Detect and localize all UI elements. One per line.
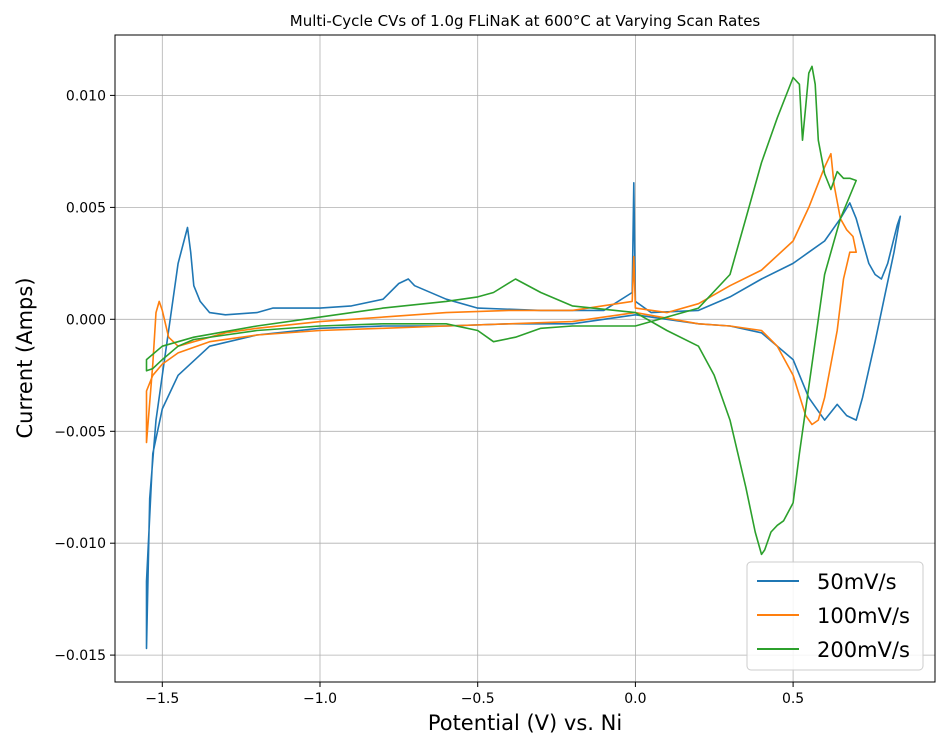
- y-tick-label: 0.010: [66, 88, 106, 104]
- chart-title: Multi-Cycle CVs of 1.0g FLiNaK at 600°C …: [290, 12, 761, 30]
- x-tick-label: 0.0: [624, 691, 646, 707]
- x-tick-label: −1.0: [303, 691, 337, 707]
- series-line-200mv-s: [145, 65, 858, 556]
- legend-label: 100mV/s: [817, 604, 910, 628]
- y-tick-label: 0.005: [66, 200, 106, 216]
- series-layer: [145, 65, 902, 650]
- legend: 50mV/s 100mV/s 200mV/s: [746, 561, 924, 671]
- series-line-100mv-s: [145, 152, 858, 444]
- y-axis-title: Current (Amps): [13, 277, 37, 438]
- y-tick-label: −0.010: [54, 536, 106, 552]
- y-tick-label: −0.015: [54, 648, 106, 664]
- plot-frame: [114, 34, 936, 683]
- x-axis-ticks: −1.5 −1.0 −0.5 0.0 0.5: [145, 682, 804, 707]
- legend-box: [746, 561, 924, 671]
- x-tick-label: −1.5: [145, 691, 179, 707]
- y-axis-ticks: 0.010 0.005 0.000 −0.005 −0.010 −0.015: [54, 88, 115, 664]
- series-line-50mv-s: [145, 182, 902, 650]
- x-tick-label: 0.5: [782, 691, 804, 707]
- y-tick-label: 0.000: [66, 312, 106, 328]
- y-tick-label: −0.005: [54, 424, 106, 440]
- x-tick-label: −0.5: [461, 691, 495, 707]
- legend-label: 200mV/s: [817, 638, 910, 662]
- legend-label: 50mV/s: [817, 570, 897, 594]
- x-axis-title: Potential (V) vs. Ni: [428, 711, 622, 735]
